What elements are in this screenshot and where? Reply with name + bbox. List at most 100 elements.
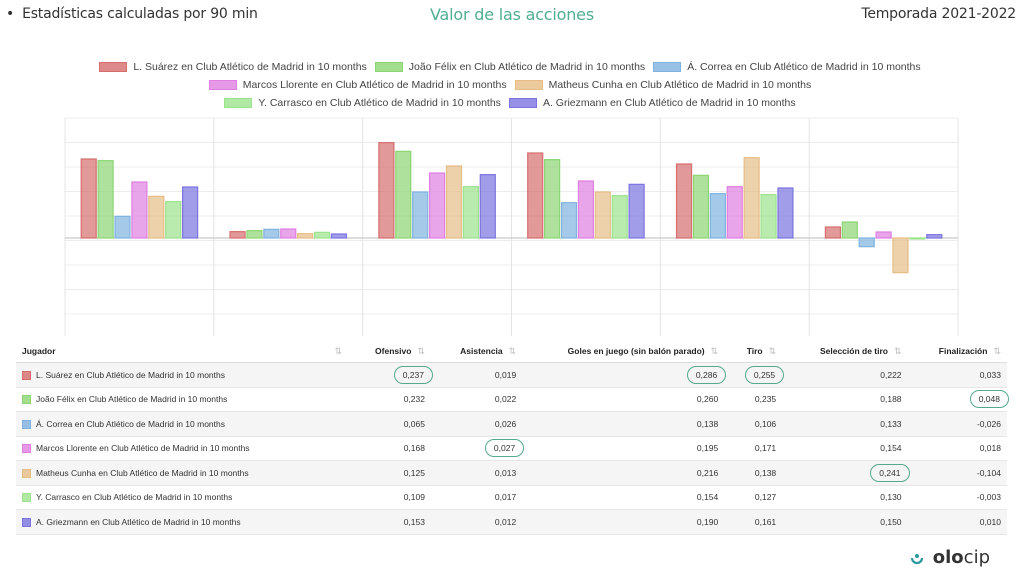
legend-swatch	[224, 98, 253, 108]
bar	[560, 202, 578, 239]
player-cell: L. Suárez en Club Atlético de Madrid in …	[16, 362, 348, 388]
value-cell: 0,154	[782, 436, 908, 461]
bar	[841, 221, 858, 239]
cell-text: 0,195	[696, 443, 719, 454]
cell-text: 0,010	[979, 516, 1001, 527]
value-cell: 0,109	[348, 485, 431, 510]
column-header[interactable]: Jugador ⇅	[16, 340, 348, 363]
bar	[726, 186, 743, 239]
olocip-logo-icon	[910, 553, 923, 564]
bar	[148, 195, 165, 239]
cell-text: 0,235	[754, 394, 777, 405]
sort-icon[interactable]: ⇅	[417, 345, 425, 356]
legend-item[interactable]: Marcos Llorente en Club Atlético de Madr…	[208, 79, 507, 91]
value-cell: 0,138	[522, 411, 725, 437]
table-row: Y. Carrasco en Club Atlético de Madrid i…	[16, 485, 1007, 510]
series-swatch	[22, 493, 31, 503]
column-header[interactable]: Asistencia ⇅	[430, 340, 523, 363]
legend-item[interactable]: João Félix en Club Atlético de Madrid in…	[374, 61, 645, 73]
highlighted-value: 0,286	[686, 365, 727, 384]
value-cell: 0,026	[430, 411, 523, 437]
series-swatch	[22, 370, 31, 380]
value-cell: 0,019	[430, 362, 523, 388]
value-cell: 0,168	[348, 436, 431, 461]
legend-label: L. Suárez en Club Atlético de Madrid in …	[133, 61, 367, 73]
highlighted-value: 0,237	[393, 365, 433, 384]
column-header-label: Tiro	[746, 345, 763, 356]
bar	[313, 231, 331, 239]
cell-text: 0,222	[880, 369, 902, 380]
column-header[interactable]: Tiro ⇅	[724, 340, 783, 363]
player-cell: Marcos Llorente en Club Atlético de Madr…	[16, 436, 348, 461]
cell-text: 0,150	[880, 516, 902, 527]
sort-icon[interactable]: ⇅	[508, 345, 517, 356]
bar	[297, 233, 314, 239]
bar	[760, 194, 777, 239]
bar	[395, 150, 412, 239]
table-row: L. Suárez en Club Atlético de Madrid in …	[16, 362, 1007, 388]
value-cell: -0,026	[907, 411, 1007, 437]
series-swatch	[22, 468, 31, 478]
bar	[743, 157, 760, 239]
value-cell: 0,190	[522, 509, 725, 535]
value-cell: 0,241	[782, 460, 910, 486]
column-header[interactable]: Ofensivo ⇅	[348, 340, 431, 363]
cell-text: 0,106	[754, 418, 777, 429]
cell-text: 0,127	[754, 492, 777, 503]
column-header[interactable]: Selección de tiro ⇅	[782, 340, 908, 363]
value-cell: 0,130	[782, 485, 908, 510]
value-cell: 0,232	[348, 387, 431, 412]
subtitle-text: Estadísticas calculadas por 90 min	[22, 6, 258, 22]
cell-text: João Félix en Club Atlético de Madrid in…	[36, 394, 228, 405]
cell-text: 0,065	[403, 418, 425, 429]
legend-item[interactable]: Y. Carrasco en Club Atlético de Madrid i…	[224, 97, 501, 109]
cell-text: 0,026	[494, 418, 517, 429]
legend-item[interactable]: Matheus Cunha en Club Atlético de Madrid…	[514, 79, 812, 91]
legend-item[interactable]: L. Suárez en Club Atlético de Madrid in …	[99, 61, 367, 73]
cell-text: 0,018	[979, 443, 1001, 454]
column-header[interactable]: Finalización ⇅	[907, 340, 1007, 363]
cell-text: -0,003	[976, 492, 1001, 503]
column-header[interactable]: Goles en juego (sin balón parado) ⇅	[522, 340, 725, 363]
column-header-label: Asistencia	[460, 345, 503, 356]
sort-icon[interactable]: ⇅	[710, 345, 719, 356]
bar	[80, 158, 97, 239]
series-swatch	[22, 517, 31, 527]
value-cell: 0,106	[724, 411, 783, 437]
player-cell: Y. Carrasco en Club Atlético de Madrid i…	[16, 485, 348, 510]
table-row: Á. Correa en Club Atlético de Madrid in …	[16, 411, 1007, 437]
value-cell: 0,195	[522, 436, 725, 461]
bar	[479, 174, 496, 239]
table-body: L. Suárez en Club Atlético de Madrid in …	[16, 362, 1009, 535]
cell-text: 0,188	[880, 394, 902, 405]
cell-text: 0,033	[979, 369, 1001, 380]
value-cell: 0,013	[430, 460, 523, 486]
highlighted-value: 0,241	[870, 463, 910, 482]
legend-row: L. Suárez en Club Atlético de Madrid in …	[60, 58, 960, 76]
cell-text: 0,190	[696, 516, 719, 527]
cell-text: 0,133	[880, 418, 902, 429]
legend-item[interactable]: Á. Correa en Club Atlético de Madrid in …	[653, 61, 921, 73]
cell-text: 0,154	[880, 443, 902, 454]
cell-text: Marcos Llorente en Club Atlético de Madr…	[36, 443, 250, 454]
legend-label: Marcos Llorente en Club Atlético de Madr…	[242, 79, 507, 91]
sort-icon[interactable]: ⇅	[993, 345, 1001, 356]
table-row: A. Griezmann en Club Atlético de Madrid …	[16, 509, 1007, 535]
page-subtitle: • Estadísticas calculadas por 90 min	[6, 6, 258, 22]
legend-label: Matheus Cunha en Club Atlético de Madrid…	[548, 79, 812, 91]
cell-text: 0,153	[403, 516, 425, 527]
value-cell: 0,188	[782, 387, 908, 412]
sort-icon[interactable]: ⇅	[334, 345, 342, 356]
value-cell: 0,065	[348, 411, 431, 437]
value-cell: 0,012	[430, 509, 523, 535]
sort-icon[interactable]: ⇅	[768, 345, 777, 356]
cell-text: 0,012	[494, 516, 517, 527]
series-swatch	[22, 419, 31, 429]
legend-item[interactable]: A. Griezmann en Club Atlético de Madrid …	[508, 97, 796, 109]
bar	[709, 193, 726, 239]
value-cell: 0,027	[430, 436, 525, 461]
column-header-label: Ofensivo	[375, 345, 412, 356]
player-cell: Matheus Cunha en Club Atlético de Madrid…	[16, 460, 348, 486]
sort-icon[interactable]: ⇅	[894, 345, 902, 356]
legend-swatch	[374, 62, 403, 72]
